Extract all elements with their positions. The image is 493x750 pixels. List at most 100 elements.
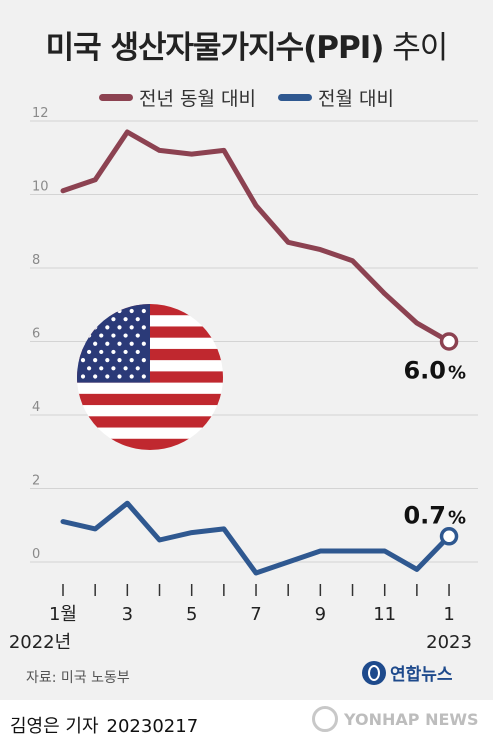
legend-item-mom: 전월 대비 — [278, 84, 394, 111]
flag-star — [105, 374, 110, 379]
flag-star — [86, 349, 92, 355]
y-tick-label-10: 10 — [32, 180, 49, 195]
legend-swatch-mom — [278, 94, 313, 101]
legend-label-mom: 전월 대비 — [318, 88, 394, 110]
flag-star — [111, 349, 116, 355]
flag-star — [129, 308, 134, 314]
flag-star — [93, 325, 98, 330]
series-value-label-0: 6.0% — [403, 357, 466, 385]
flag-star — [135, 317, 140, 322]
chart-legend: 전년 동월 대비 전월 대비 — [0, 84, 493, 111]
flag-star — [80, 341, 86, 346]
flag-star — [111, 317, 116, 322]
y-tick-label-2: 2 — [32, 474, 40, 489]
x-tick-label: 5 — [186, 604, 197, 625]
flag-star — [99, 317, 104, 322]
y-tick-label-6: 6 — [32, 327, 40, 342]
y-tick-label-0: 0 — [32, 547, 40, 562]
flag-star — [123, 366, 128, 371]
flag-star — [117, 374, 122, 379]
flag-star — [80, 325, 86, 330]
watermark-text: YONHAP NEWS — [344, 709, 479, 729]
flag-stripe — [77, 416, 223, 429]
flag-star — [141, 308, 146, 314]
series-line-1 — [60, 500, 452, 576]
flag-star — [117, 325, 122, 330]
flag-star — [93, 374, 98, 379]
chart-panel — [0, 0, 493, 700]
page-title: 미국 생산자물가지수(PPI) 추이 — [45, 30, 449, 66]
reporter-name: 김영은 기자 — [10, 716, 99, 737]
flag-stripe — [77, 393, 223, 406]
flag-star — [129, 341, 134, 346]
flag-star — [117, 358, 122, 363]
flag-star — [117, 341, 122, 346]
y-axis-ticks: 12 10 8 6 4 2 0 — [32, 106, 49, 562]
flag-star — [111, 366, 116, 371]
flag-stripe — [77, 427, 223, 440]
flag-star — [117, 308, 122, 314]
x-tick-label: 11 — [373, 604, 396, 625]
watermark: YONHAP NEWS — [312, 706, 479, 732]
flag-star — [129, 325, 134, 330]
x-tick-label: 7 — [250, 604, 261, 625]
flag-star — [135, 333, 140, 338]
flag-canton — [77, 304, 150, 383]
flag-star — [86, 333, 92, 338]
series-value-label-1: 0.7% — [403, 501, 466, 529]
flag-star — [105, 325, 110, 330]
flag-star — [105, 358, 110, 363]
us-flag-icon — [77, 304, 223, 450]
byline: 김영은 기자 20230217 — [10, 712, 198, 738]
yonhap-globe-icon — [362, 660, 386, 685]
x-tick-label: 3 — [122, 604, 133, 625]
flag-star — [135, 349, 140, 355]
series-endpoint-1 — [439, 527, 459, 546]
flag-star — [99, 366, 104, 371]
yonhap-logo: 연합뉴스 — [362, 660, 453, 685]
flag-star — [129, 374, 134, 379]
flag-star — [123, 333, 128, 338]
flag-star — [80, 358, 86, 363]
y-tick-label-12: 12 — [32, 106, 49, 121]
series-endpoint-0 — [439, 332, 459, 351]
flag-stripe — [77, 382, 223, 395]
chart-value-labels: 6.0 % 0.7% — [403, 357, 466, 530]
publish-date: 20230217 — [106, 716, 199, 737]
legend-label-yoy: 전년 동월 대비 — [139, 88, 256, 110]
flag-star — [129, 358, 134, 363]
y-tick-label-4: 4 — [32, 400, 40, 415]
flag-star — [135, 366, 140, 371]
flag-star — [80, 308, 86, 314]
flag-star — [141, 325, 146, 330]
flag-star — [93, 358, 98, 363]
flag-star — [86, 317, 92, 322]
source-note: 자료: 미국 노동부 — [26, 670, 130, 686]
yonhap-logo-text: 연합뉴스 — [390, 665, 453, 685]
flag-star — [99, 333, 104, 338]
flag-star — [111, 333, 116, 338]
flag-star — [141, 341, 146, 346]
flag-stripe — [77, 405, 223, 417]
flag-star — [105, 308, 110, 314]
flag-star — [141, 374, 146, 379]
flag-star — [80, 374, 86, 379]
flag-star — [123, 317, 128, 322]
x-tick-label: 1월 — [49, 604, 77, 625]
flag-star — [86, 366, 92, 371]
x-year-label-2022: 2022년 — [9, 632, 71, 653]
flag-body — [77, 304, 223, 450]
flag-stripe — [77, 438, 223, 450]
legend-swatch-yoy — [99, 94, 133, 101]
flag-star — [105, 341, 110, 346]
flag-star — [99, 349, 104, 355]
x-tick-label: 1 — [443, 604, 454, 625]
x-tick-label: 9 — [315, 604, 326, 625]
x-year-label-2023: 2023 — [426, 632, 472, 653]
flag-star — [93, 308, 98, 314]
chart-series — [60, 129, 459, 576]
flag-star — [123, 349, 128, 355]
watermark-icon — [312, 706, 338, 732]
